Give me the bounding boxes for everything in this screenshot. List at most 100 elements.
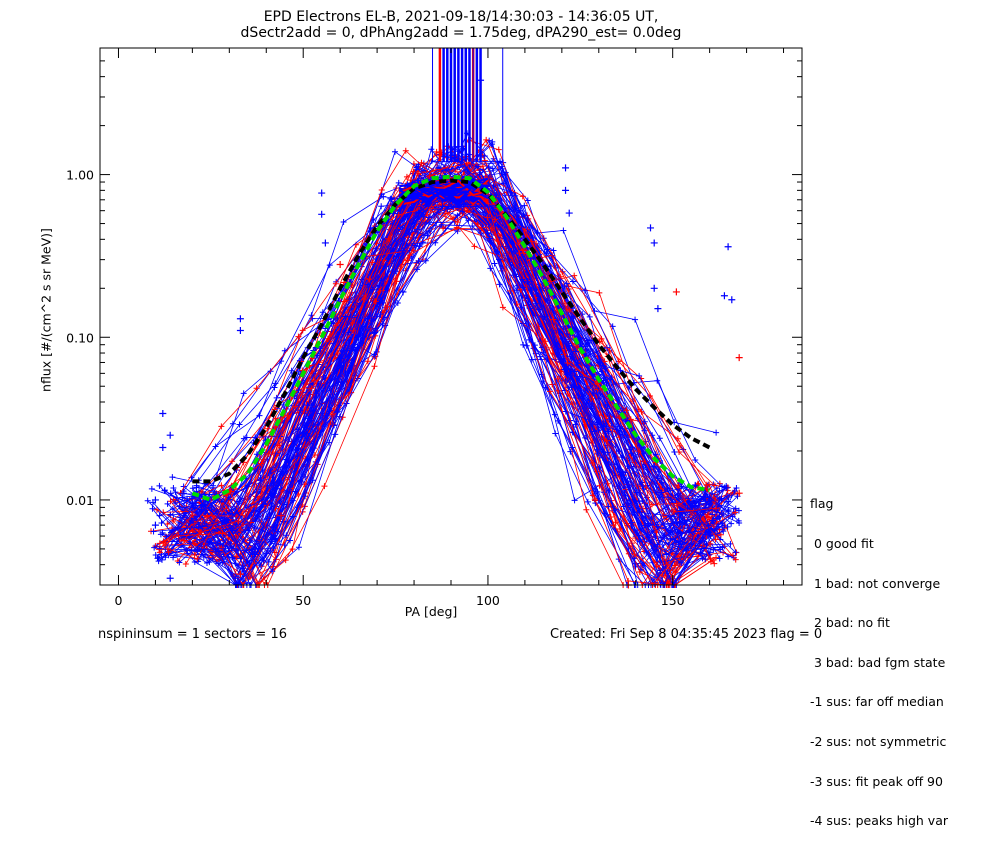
data-point: [425, 214, 432, 221]
data-point: [424, 232, 431, 239]
data-point: [702, 556, 709, 563]
data-point: [520, 247, 527, 254]
data-point: [376, 281, 383, 288]
data-point: [150, 528, 157, 535]
data-point: [658, 489, 665, 496]
data-point: [189, 485, 196, 492]
chart-title: EPD Electrons EL-B, 2021-09-18/14:30:03 …: [263, 9, 659, 25]
y-tick-label: 0.10: [66, 330, 94, 345]
data-point: [402, 147, 409, 154]
chart-subtitle: dSectr2add = 0, dPhAng2add = 1.75deg, dP…: [240, 25, 682, 41]
data-point: [225, 494, 232, 501]
data-point: [378, 203, 385, 210]
data-point: [270, 545, 277, 552]
data-point: [516, 250, 523, 257]
data-point: [713, 429, 720, 436]
data-point: [367, 225, 374, 232]
data-point: [605, 460, 612, 467]
data-point: [371, 363, 378, 370]
data-point: [370, 316, 377, 323]
x-tick-label: 0: [114, 593, 122, 608]
data-point: [571, 497, 578, 504]
data-point: [635, 406, 642, 413]
legend-title: flag: [810, 496, 834, 512]
data-point: [537, 353, 544, 360]
data-point: [229, 527, 236, 534]
data-point: [550, 316, 557, 323]
outlier-point: [724, 243, 732, 251]
data-point: [563, 280, 570, 287]
data-point: [237, 555, 244, 562]
data-point: [228, 545, 235, 552]
data-point: [695, 481, 702, 488]
data-point: [594, 386, 601, 393]
data-point: [299, 327, 306, 334]
series-line: [168, 176, 717, 553]
data-point: [295, 387, 302, 394]
data-point: [719, 483, 726, 490]
data-point: [732, 505, 739, 512]
data-point: [564, 390, 571, 397]
outlier-point: [720, 292, 728, 300]
data-point: [349, 319, 356, 326]
outlier-point: [159, 444, 167, 452]
data-point: [164, 520, 171, 527]
data-point: [369, 259, 376, 266]
data-point: [153, 506, 160, 513]
data-point: [377, 297, 384, 304]
data-point: [540, 235, 547, 242]
data-point: [440, 225, 447, 232]
data-point: [677, 507, 684, 514]
data-point: [552, 430, 559, 437]
data-point: [229, 458, 236, 465]
data-point: [304, 456, 311, 463]
data-point: [182, 561, 189, 568]
data-point: [319, 309, 326, 316]
data-point: [161, 487, 168, 494]
data-point: [164, 500, 171, 507]
data-point: [735, 507, 742, 514]
data-point: [489, 141, 496, 148]
data-point: [594, 446, 601, 453]
data-point: [350, 327, 357, 334]
data-point: [395, 179, 402, 186]
data-point: [210, 482, 217, 489]
data-point: [155, 558, 162, 565]
data-point: [521, 202, 528, 209]
data-point: [165, 549, 172, 556]
data-point: [288, 367, 295, 374]
outlier-point: [480, 152, 488, 160]
data-point: [720, 528, 727, 535]
data-point: [652, 451, 659, 458]
data-point: [420, 213, 427, 220]
data-point: [641, 418, 648, 425]
data-point: [293, 446, 300, 453]
data-point: [173, 495, 180, 502]
data-point: [415, 257, 422, 264]
data-point: [156, 482, 163, 489]
data-point: [486, 137, 493, 144]
data-point: [348, 359, 355, 366]
data-point: [310, 377, 317, 384]
data-point: [371, 330, 378, 337]
data-point: [569, 278, 576, 285]
data-point: [212, 443, 219, 450]
data-point: [337, 362, 344, 369]
data-point: [271, 384, 278, 391]
data-point: [157, 531, 164, 538]
data-point: [404, 257, 411, 264]
data-point: [619, 469, 626, 476]
data-point: [596, 289, 603, 296]
data-point: [428, 146, 435, 153]
outlier-point: [477, 76, 485, 84]
data-point: [438, 221, 445, 228]
data-point: [144, 497, 151, 504]
data-point: [151, 544, 158, 551]
data-point: [594, 380, 601, 387]
data-point: [188, 547, 195, 554]
outlier-point: [672, 288, 680, 296]
data-point: [287, 537, 294, 544]
data-point: [492, 192, 499, 199]
data-point: [724, 508, 731, 515]
data-point: [180, 504, 187, 511]
